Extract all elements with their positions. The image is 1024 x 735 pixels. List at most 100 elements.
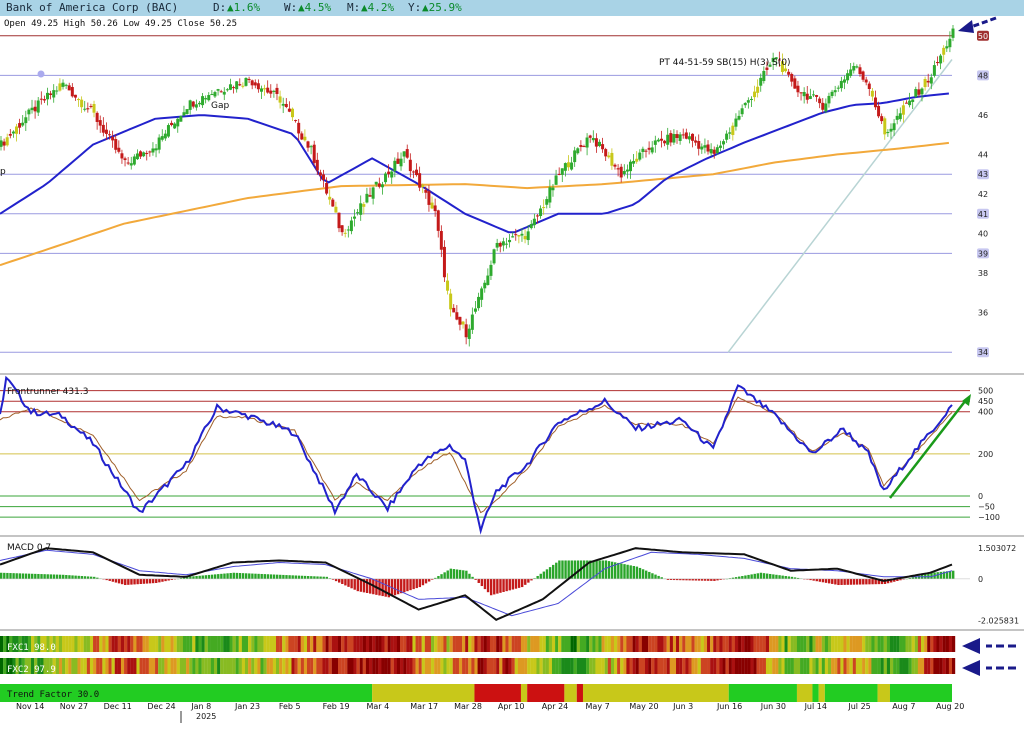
fxc-heat-cell — [651, 658, 655, 674]
fxc-heat-cell — [34, 636, 38, 652]
macd-histogram-bar — [812, 578, 815, 581]
macd-histogram-bar — [251, 573, 254, 579]
candle-body — [771, 57, 775, 63]
candle-body — [746, 100, 750, 103]
candle-body — [86, 108, 90, 110]
candle-body — [278, 96, 282, 103]
fxc-heat-cell — [282, 658, 286, 674]
candle-body — [774, 57, 778, 59]
fxc-heat-cell — [613, 636, 618, 652]
fxc-heat-cell — [499, 636, 503, 652]
macd-histogram-bar — [936, 572, 939, 579]
fxc-heat-cell — [204, 658, 208, 674]
candle-body — [92, 104, 96, 113]
fxc-heat-cell — [192, 658, 196, 674]
candle-body — [390, 171, 394, 178]
date-tick-label: Jun 3 — [672, 702, 693, 711]
fxc-heat-cell — [483, 636, 487, 652]
fxc-heat-cell — [753, 636, 757, 652]
macd-histogram-bar — [381, 578, 384, 597]
fxc-heat-cell — [871, 636, 875, 652]
fxc-heat-cell — [787, 658, 791, 674]
macd-histogram-bar — [744, 575, 747, 579]
fxc-heat-cell — [412, 658, 416, 674]
fxc-heat-cell — [831, 658, 835, 674]
candle-body — [244, 77, 248, 86]
fxc-heat-cell — [248, 636, 252, 652]
fxc-heat-cell — [319, 636, 323, 652]
fxc-heat-cell — [198, 658, 202, 674]
fxc-heat-cell — [403, 636, 407, 652]
fxc-heat-cell — [493, 636, 497, 652]
candle-body — [315, 159, 319, 171]
fxc-heat-cell — [102, 658, 106, 674]
fxc-heat-cell — [607, 658, 611, 674]
fxc-heat-cell — [341, 658, 345, 674]
candle-body — [166, 125, 170, 137]
candle-body — [622, 171, 626, 175]
fr-tick-label: 500 — [978, 387, 993, 396]
candle-body — [139, 151, 143, 157]
macd-histogram-bar — [595, 560, 598, 579]
fxc-heat-cell — [356, 636, 360, 652]
fxc-heat-cell — [741, 658, 745, 674]
macd-histogram-bar — [455, 569, 459, 579]
fxc-heat-cell — [415, 658, 419, 674]
moving-averages — [0, 92, 950, 267]
macd-histogram-bar — [648, 571, 651, 579]
fxc-heat-cell — [914, 636, 918, 652]
fxc-heat-cell — [756, 636, 760, 652]
candle-body — [247, 78, 251, 80]
fxc-heat-cell — [722, 658, 726, 674]
macd-histogram-bar — [852, 578, 856, 585]
macd-histogram-bar — [120, 578, 124, 585]
macd-histogram-bar — [952, 570, 955, 579]
fxc-heat-cell — [635, 636, 639, 652]
fxc-heat-cell — [772, 658, 776, 674]
macd-histogram-bar — [96, 577, 99, 579]
macd-histogram-bar — [573, 560, 577, 579]
candle-body — [740, 108, 744, 115]
fxc-heat-cell — [703, 658, 708, 674]
month-change-value: ▲4.2% — [361, 1, 395, 14]
candle-body — [377, 183, 381, 187]
macd-histogram-bar — [359, 578, 363, 592]
fxc-heat-cell — [96, 658, 100, 674]
fxc-heat-cell — [220, 636, 224, 652]
fxc-heat-cell — [381, 636, 385, 652]
fxc-heat-cell — [641, 658, 646, 674]
macd-histogram-bar — [480, 578, 484, 587]
fxc-heat-cell — [232, 636, 236, 652]
candle-body — [576, 148, 580, 154]
candle-body — [780, 61, 784, 72]
candle-body — [660, 138, 664, 141]
candle-body — [228, 84, 232, 90]
macd-histogram-bar — [297, 575, 301, 579]
fr-tick-label: 200 — [978, 450, 993, 459]
trend-factor-segment — [564, 684, 577, 702]
fxc-heat-cell — [204, 636, 208, 652]
fxc-heat-cell — [412, 636, 416, 652]
candle-body — [935, 62, 939, 64]
macd-histogram-bar — [778, 575, 781, 579]
candle-body — [573, 150, 577, 163]
fxc-heat-cell — [108, 636, 112, 652]
fxc-heat-cell — [384, 658, 388, 674]
macd-histogram-bar — [139, 578, 142, 584]
fxc-heat-cell — [930, 658, 934, 674]
candle-body — [402, 151, 406, 157]
price-level-badge — [977, 208, 989, 219]
year-change-value: ▲25.9% — [422, 1, 462, 14]
fxc-heat-cell — [127, 658, 131, 674]
candle-body — [55, 90, 59, 92]
fxc-heat-cell — [648, 636, 652, 652]
candle-body — [359, 203, 363, 215]
candle-body — [579, 145, 583, 147]
macd-histogram-bar — [827, 578, 831, 584]
fxc-heat-cell — [601, 658, 605, 674]
candle-body — [846, 73, 850, 81]
price-level-badge — [977, 169, 989, 180]
macd-histogram-bar — [542, 571, 546, 579]
macd-histogram-bar — [151, 578, 155, 584]
fxc-heat-cell — [251, 658, 255, 674]
